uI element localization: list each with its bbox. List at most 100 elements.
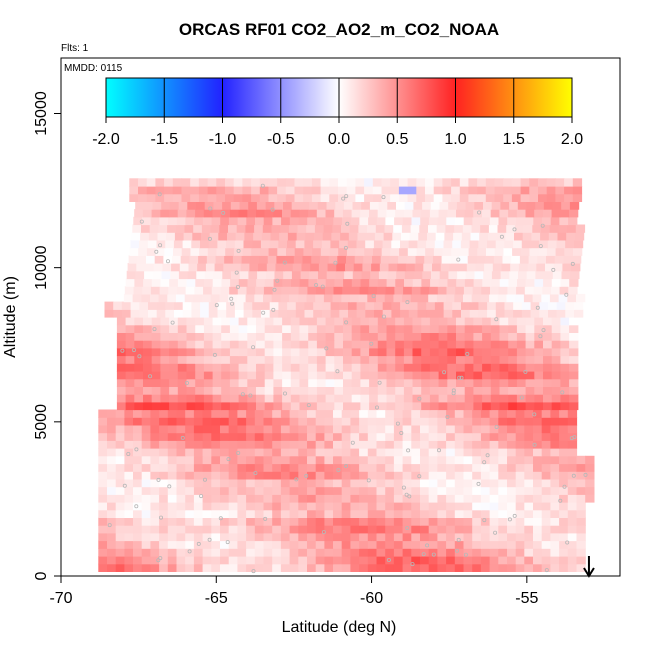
heatmap-cell: [167, 532, 178, 542]
heatmap-cell: [429, 363, 440, 372]
heatmap-cell: [143, 347, 153, 357]
sample-point: [207, 537, 212, 542]
heatmap-cell: [459, 247, 470, 256]
heatmap-cell: [203, 286, 213, 295]
heatmap-cell: [543, 317, 553, 326]
heatmap-cell: [420, 455, 430, 465]
heatmap-cell: [480, 409, 491, 418]
heatmap-cell: [155, 178, 165, 187]
heatmap-cell: [263, 293, 273, 303]
heatmap-cell: [146, 247, 157, 256]
heatmap-cell: [333, 417, 343, 426]
heatmap-cell: [256, 201, 267, 210]
heatmap-cell: [550, 486, 560, 495]
heatmap-cell: [169, 340, 179, 349]
heatmap-cell: [185, 556, 195, 565]
heatmap-cell: [480, 455, 491, 465]
heatmap-cell: [446, 563, 456, 572]
heatmap-cell: [211, 409, 221, 418]
heatmap-cell: [183, 232, 193, 241]
heatmap-cell: [314, 232, 324, 241]
heatmap-cell: [107, 563, 117, 572]
heatmap-cell: [454, 448, 465, 457]
heatmap-cell: [289, 448, 299, 457]
heatmap-cell: [514, 224, 525, 233]
heatmap-cell: [246, 463, 256, 472]
heatmap-cell: [515, 517, 525, 526]
heatmap-cell: [159, 502, 169, 511]
heatmap-cell: [395, 371, 405, 380]
sample-point: [272, 287, 277, 292]
heatmap-cell: [135, 270, 145, 280]
heatmap-cell: [469, 301, 479, 310]
heatmap-cell: [434, 301, 445, 310]
heatmap-cell: [307, 448, 317, 457]
heatmap-cell: [528, 255, 538, 264]
heatmap-cell: [395, 363, 405, 372]
heatmap-cell: [473, 324, 483, 333]
heatmap-cell: [175, 224, 186, 233]
heatmap-cell: [482, 317, 492, 326]
heatmap-cell: [333, 486, 343, 495]
heatmap-cell: [193, 440, 204, 449]
heatmap-cell: [237, 432, 247, 441]
heatmap-cell: [385, 540, 395, 549]
heatmap-cell: [360, 347, 370, 357]
heatmap-cell: [512, 247, 522, 256]
heatmap-cell: [115, 502, 125, 511]
heatmap-cell: [403, 347, 414, 357]
heatmap-cell: [172, 178, 183, 187]
heatmap-cell: [538, 247, 548, 256]
heatmap-cell: [141, 224, 151, 233]
heatmap-cell: [308, 332, 318, 341]
heatmap-cell: [503, 178, 513, 187]
heatmap-cell: [280, 448, 291, 457]
heatmap-cell: [220, 509, 230, 518]
heatmap-cell: [560, 394, 570, 403]
heatmap-cell: [130, 239, 140, 249]
heatmap-cell: [507, 548, 517, 557]
heatmap-cell: [411, 424, 421, 434]
heatmap-cell: [381, 186, 391, 195]
heatmap-cell: [560, 401, 570, 411]
heatmap-cell: [282, 355, 292, 364]
heatmap-cell: [524, 455, 534, 465]
heatmap-cell: [291, 270, 302, 280]
heatmap-cell: [280, 409, 291, 418]
heatmap-cell: [359, 548, 369, 557]
heatmap-cell: [542, 216, 552, 226]
heatmap-cell: [534, 209, 544, 218]
heatmap-cell: [246, 455, 256, 465]
heatmap-cell: [264, 401, 274, 411]
heatmap-cell: [419, 293, 429, 303]
heatmap-cell: [385, 440, 395, 449]
heatmap-cell: [507, 502, 517, 511]
heatmap-cell: [524, 478, 534, 488]
heatmap-cell: [385, 563, 395, 572]
heatmap-cell: [437, 424, 447, 434]
heatmap-cell: [498, 471, 508, 480]
heatmap-cell: [176, 424, 186, 434]
heatmap-cell: [289, 463, 299, 472]
heatmap-cell: [499, 378, 509, 387]
heatmap-cell: [115, 478, 125, 488]
heatmap-cell: [115, 424, 125, 434]
heatmap-cell: [395, 278, 405, 287]
colorbar-tick-label: -1.5: [150, 131, 178, 148]
heatmap-cell: [237, 448, 247, 457]
heatmap-cell: [515, 486, 525, 495]
heatmap-cell: [167, 525, 178, 534]
heatmap-cell: [558, 224, 568, 233]
heatmap-cell: [515, 525, 525, 534]
heatmap-cell: [228, 478, 238, 488]
heatmap-cell: [125, 386, 135, 395]
heatmap-cell: [307, 432, 317, 441]
heatmap-cell: [176, 455, 186, 465]
heatmap-cell: [115, 486, 125, 495]
heatmap-cell: [307, 563, 317, 572]
heatmap-cell: [386, 401, 396, 411]
heatmap-cell: [298, 424, 308, 434]
heatmap-cell: [364, 186, 374, 195]
heatmap-cell: [325, 363, 335, 372]
heatmap-cell: [98, 502, 108, 511]
